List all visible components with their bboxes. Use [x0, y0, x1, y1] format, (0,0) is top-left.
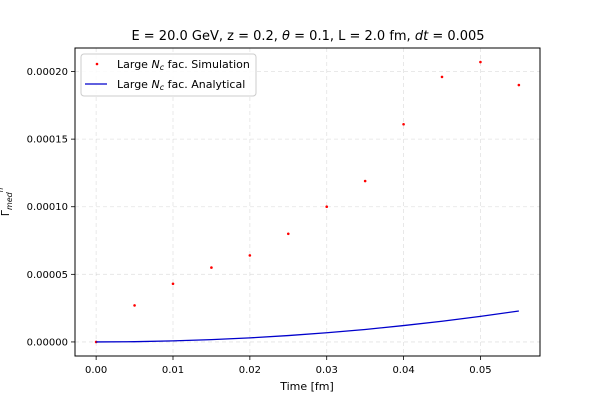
simulation-point [210, 266, 213, 269]
plot-frame [74, 47, 541, 357]
simulation-point [248, 254, 252, 257]
ticks-layer: 0.00 0.01 0.02 0.03 0.04 0.05 0.00000 0.00005 0.… [27, 67, 492, 376]
chart-title: E = 20.0 GeV, z = 0.2, θ = 0.1, L = 2.0 … [131, 29, 484, 44]
x-axis-label: Time [fm] [279, 380, 334, 393]
simulation-point [402, 122, 405, 126]
simulation-point [440, 75, 444, 79]
legend-marker-simulation [95, 62, 99, 66]
simulation-point [286, 232, 290, 236]
y-axis-label-base: Γ [0, 209, 12, 216]
title-theta: θ [282, 29, 290, 44]
y-axis-label: Γmedn [0, 188, 14, 216]
x-tick-label: 0.04 [392, 365, 414, 376]
legend-entry-simulation: Large Nc fac. Simulation [95, 58, 250, 72]
simulation-point [517, 83, 521, 87]
analytical-series-line [96, 310, 519, 343]
legend-ana-sub: c [160, 83, 165, 92]
y-axis-label-sub: med [5, 191, 14, 210]
title-prefix: E = 20.0 GeV, z = 0.2, [131, 29, 282, 44]
x-tick-label: 0.00 [85, 365, 107, 376]
x-tick-label: 0.02 [239, 365, 261, 376]
y-tick-label: 0.00010 [27, 202, 68, 213]
legend-sim-sub: c [160, 63, 165, 72]
legend-box [80, 53, 257, 97]
simulation-point [133, 304, 136, 307]
y-axis-label-sup: n [0, 188, 5, 192]
legend-sim-prefix: Large [117, 58, 151, 71]
x-tick-label: 0.03 [316, 365, 338, 376]
data-layer [94, 60, 521, 344]
x-tick-label: 0.05 [469, 365, 491, 376]
title-dt: dt [415, 29, 429, 44]
x-tick-label: 0.01 [162, 365, 184, 376]
legend-sim-symbol: N [151, 58, 159, 71]
legend: Large Nc fac. Simulation Large Nc fac. A… [80, 53, 257, 97]
legend-ana-suffix: fac. Analytical [164, 78, 245, 91]
y-tick-label: 0.00000 [27, 337, 68, 348]
title-suffix: = 0.005 [428, 29, 484, 44]
title-middle: = 0.1, L = 2.0 fm, [290, 29, 415, 44]
legend-ana-symbol: N [151, 78, 159, 91]
y-tick-label: 0.00020 [27, 67, 68, 78]
simulation-point [325, 205, 329, 209]
legend-label-analytical: Large Nc fac. Analytical [117, 78, 245, 92]
simulation-point [479, 60, 482, 64]
legend-entry-analytical: Large Nc fac. Analytical [85, 78, 245, 92]
legend-ana-prefix: Large [117, 78, 151, 91]
legend-label-simulation: Large Nc fac. Simulation [117, 58, 250, 72]
legend-sim-suffix: fac. Simulation [164, 58, 250, 71]
y-tick-label: 0.00015 [27, 135, 68, 146]
simulation-point [171, 282, 175, 286]
simulation-point [363, 179, 367, 183]
y-tick-label: 0.00005 [27, 270, 68, 281]
